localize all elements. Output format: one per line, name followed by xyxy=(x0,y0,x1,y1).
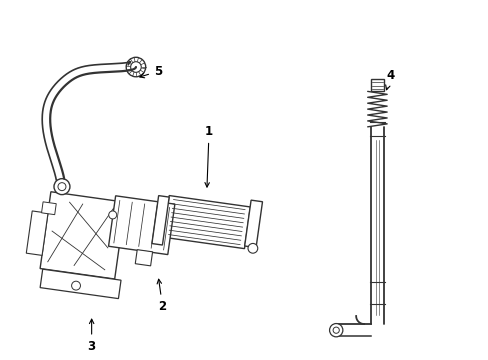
Polygon shape xyxy=(244,200,262,248)
Polygon shape xyxy=(370,79,383,91)
Circle shape xyxy=(54,179,70,195)
Polygon shape xyxy=(26,211,48,255)
Circle shape xyxy=(332,327,339,333)
Text: 4: 4 xyxy=(385,69,394,90)
Polygon shape xyxy=(152,195,169,245)
Polygon shape xyxy=(41,202,56,215)
Polygon shape xyxy=(108,196,175,255)
Circle shape xyxy=(130,62,141,72)
Text: 2: 2 xyxy=(157,279,166,313)
Circle shape xyxy=(126,57,145,77)
Polygon shape xyxy=(135,249,152,266)
Circle shape xyxy=(58,183,66,191)
Text: 3: 3 xyxy=(87,319,96,353)
Polygon shape xyxy=(40,192,125,279)
Text: 5: 5 xyxy=(140,65,162,78)
Circle shape xyxy=(329,324,342,337)
Text: 1: 1 xyxy=(204,125,213,187)
Circle shape xyxy=(247,243,257,253)
Circle shape xyxy=(71,281,81,290)
Circle shape xyxy=(108,211,117,219)
Polygon shape xyxy=(40,269,121,298)
Polygon shape xyxy=(163,195,250,249)
